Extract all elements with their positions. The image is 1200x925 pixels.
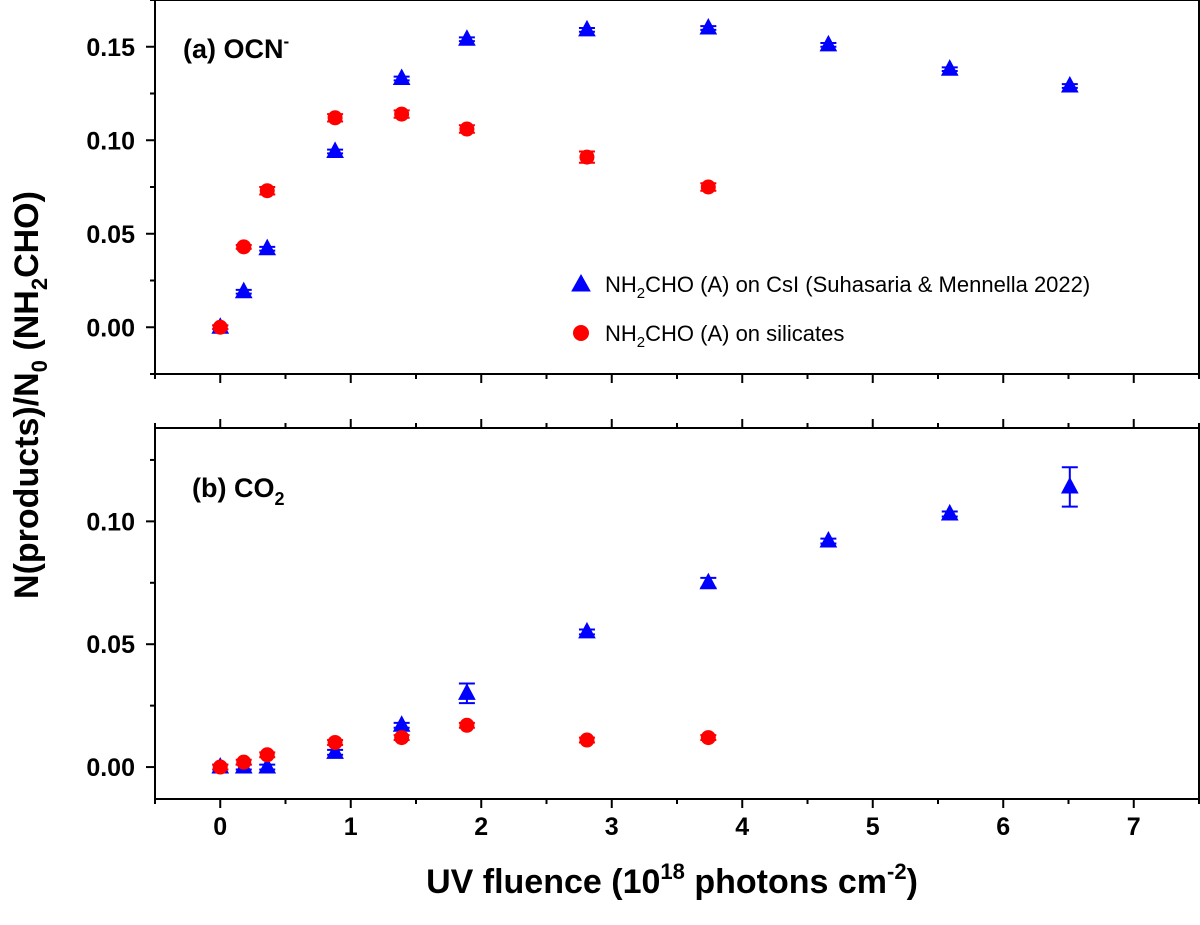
panel-b-ytick-label: 0.10: [86, 508, 135, 536]
panel-a-frame: [154, 0, 1200, 375]
panel-a-ytick-label: 0.00: [86, 314, 135, 342]
panel-a-silicates-point: [700, 179, 716, 195]
panel-b-frame: [154, 427, 1200, 800]
legend-circle-marker: [573, 325, 589, 341]
x-tick-label: 2: [474, 813, 488, 841]
panel-a-silicates-point: [259, 183, 275, 199]
panel-a-csi-point: [326, 141, 344, 158]
x-tick-label: 1: [344, 813, 358, 841]
panel-a-ticks: 0.00 0.05 0.10 0.15: [86, 0, 1200, 383]
panel-a-silicates-point: [459, 121, 475, 137]
panel-a-csi-point: [940, 59, 959, 76]
panel-b-ticks: 0.00 0.05 0.10: [86, 419, 1200, 808]
panel-a-ytick-label: 0.05: [86, 221, 135, 249]
panel-a-csi-point: [699, 17, 718, 35]
panel-a-ytick-label: 0.15: [86, 34, 135, 62]
panel-a-csi-point: [258, 238, 277, 256]
panel-a-csi-point: [234, 281, 253, 299]
panel-a-ytick-label: 0.10: [86, 127, 135, 155]
panel-b-label: (b) CO2: [192, 473, 285, 509]
x-axis-label: UV fluence (1018 photons cm-2): [426, 859, 918, 901]
panel-b-silicates-point: [579, 732, 595, 748]
panel-b-silicates-point: [212, 759, 228, 775]
x-tick-label: 0: [213, 813, 227, 841]
legend-item-silicates: NH2CHO (A) on silicates: [605, 321, 844, 351]
legend-item-csi: NH2CHO (A) on CsI (Suhasaria & Mennella …: [605, 272, 1090, 302]
panel-a-silicates-point: [327, 110, 343, 126]
panel-a-csi-point: [578, 19, 596, 37]
panel-a-csi-point: [819, 34, 838, 52]
x-tick-label: 7: [1127, 813, 1141, 841]
panel-b-silicates-point: [459, 717, 475, 733]
panel-b-csi-point: [819, 530, 838, 548]
panel-b-silicates-point: [394, 730, 410, 746]
panel-a-silicates-point: [212, 319, 228, 335]
panel-b-silicates-point: [700, 730, 716, 746]
panel-b-silicates-point: [327, 734, 343, 750]
panel-a-csi-point: [458, 29, 476, 46]
panel-a-silicates-point: [394, 106, 410, 122]
panel-b-csi-point: [458, 683, 476, 700]
panel-a-points: [211, 17, 1079, 335]
x-tick-label: 3: [605, 813, 619, 841]
panel-a-csi-point: [1060, 75, 1079, 93]
panel-b-points: [211, 466, 1079, 775]
panel-b-csi-point: [326, 742, 344, 759]
panel-b-silicates-point: [259, 747, 275, 763]
x-tick-labels: 0 1 2 3 4 5 6 7: [213, 813, 1140, 841]
panel-a-label: (a) OCN-: [183, 32, 289, 64]
panel-b-csi-point: [1060, 476, 1079, 494]
legend-triangle-marker: [571, 273, 591, 292]
panel-b-ytick-label: 0.00: [86, 754, 135, 782]
panel-a-silicates-point: [579, 149, 595, 165]
x-tick-label: 4: [735, 813, 749, 841]
panel-a-ocn: 0.00 0.05 0.10 0.15 (a) OCN- NH2CHO (A) on …: [86, 0, 1200, 383]
x-tick-label: 6: [996, 813, 1010, 841]
panel-b-co2: 0.00 0.05 0.10 (b) CO2: [86, 419, 1200, 808]
panel-b-silicates-point: [236, 754, 252, 770]
legend: NH2CHO (A) on CsI (Suhasaria & Mennella …: [571, 272, 1090, 351]
panel-b-ytick-label: 0.05: [86, 631, 135, 659]
panel-b-csi-point: [578, 621, 596, 639]
x-tick-label: 5: [866, 813, 880, 841]
y-axis-label: N(products)/N0 (NH2CHO): [8, 191, 52, 599]
panel-a-silicates-point: [236, 239, 252, 255]
panel-b-csi-point: [940, 503, 959, 521]
panel-b-csi-point: [699, 572, 718, 590]
panel-a-csi-point: [392, 68, 411, 86]
panel-b-csi-point: [258, 756, 277, 774]
